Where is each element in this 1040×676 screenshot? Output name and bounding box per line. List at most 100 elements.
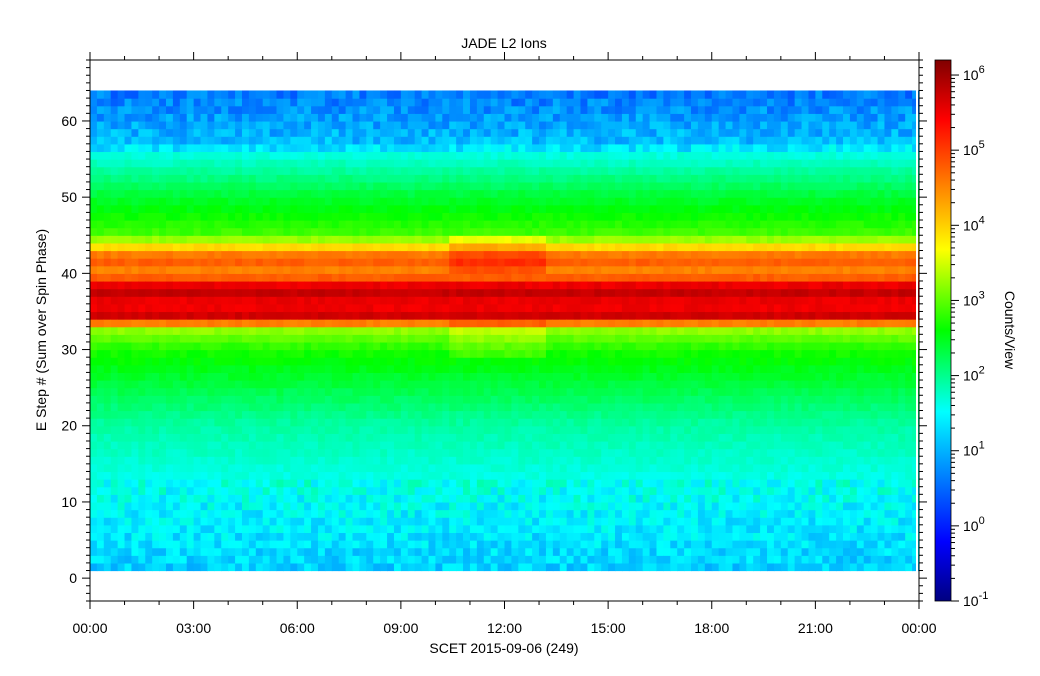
heatmap-cell	[145, 166, 153, 175]
heatmap-cell	[552, 220, 561, 229]
heatmap-cell	[241, 235, 250, 244]
heatmap-cell	[559, 174, 568, 183]
heatmap-cell	[559, 204, 568, 213]
heatmap-cell	[241, 227, 250, 236]
heatmap-cell	[145, 235, 153, 244]
heatmap-cell	[276, 250, 284, 259]
heatmap-cell	[428, 120, 436, 130]
heatmap-cell	[532, 440, 540, 450]
heatmap-cell	[214, 509, 222, 518]
heatmap-cell	[110, 303, 119, 313]
heatmap-cell	[283, 509, 291, 518]
heatmap-cell	[628, 501, 637, 511]
heatmap-cell	[601, 494, 609, 503]
heatmap-cell	[331, 174, 340, 183]
heatmap-cell	[241, 159, 250, 168]
heatmap-cell	[601, 509, 609, 518]
heatmap-cell	[221, 524, 229, 534]
heatmap-cell	[276, 433, 284, 442]
heatmap-cell	[228, 517, 236, 526]
heatmap-cell	[304, 395, 312, 404]
heatmap-cell	[421, 288, 430, 297]
heatmap-cell	[414, 517, 423, 526]
heatmap-cell	[490, 540, 499, 549]
heatmap-cell	[138, 296, 146, 305]
heatmap-cell	[463, 433, 471, 442]
heatmap-cell	[304, 334, 312, 343]
heatmap-cell	[573, 494, 582, 503]
heatmap-cell	[608, 273, 616, 282]
heatmap-cell	[283, 524, 291, 534]
heatmap-cell	[497, 562, 506, 572]
heatmap-cell	[594, 402, 602, 412]
heatmap-cell	[331, 212, 340, 221]
heatmap-cell	[483, 250, 492, 259]
heatmap-cell	[304, 105, 312, 114]
heatmap-cell	[186, 273, 195, 282]
heatmap-cell	[497, 440, 506, 450]
heatmap-cell	[373, 319, 381, 328]
heatmap-cell	[165, 463, 174, 473]
heatmap-cell	[601, 143, 609, 153]
heatmap-cell	[476, 387, 485, 396]
heatmap-cell	[601, 532, 609, 541]
heatmap-cell	[601, 280, 609, 290]
heatmap-cell	[331, 509, 340, 518]
heatmap-cell	[235, 273, 243, 282]
heatmap-cell	[359, 227, 367, 236]
heatmap-cell	[172, 440, 181, 450]
heatmap-cell	[221, 402, 229, 412]
heatmap-cell	[545, 250, 554, 259]
heatmap-cell	[283, 562, 291, 572]
heatmap-cell	[235, 440, 243, 450]
heatmap-cell	[200, 486, 209, 495]
heatmap-cell	[435, 380, 443, 389]
heatmap-cell	[525, 242, 533, 252]
heatmap-cell	[469, 159, 478, 168]
heatmap-cell	[172, 433, 181, 442]
heatmap-cell	[221, 273, 229, 282]
heatmap-cell	[463, 562, 471, 572]
heatmap-cell	[152, 189, 160, 198]
heatmap-cell	[435, 242, 443, 252]
heatmap-cell	[601, 128, 609, 137]
heatmap-cell	[435, 341, 443, 351]
heatmap-cell	[117, 509, 126, 518]
heatmap-cell	[476, 250, 485, 259]
heatmap-cell	[463, 273, 471, 282]
heatmap-cell	[317, 364, 326, 374]
heatmap-cell	[317, 227, 326, 236]
heatmap-cell	[387, 425, 395, 434]
heatmap-cell	[373, 532, 381, 541]
heatmap-cell	[497, 227, 506, 236]
heatmap-cell	[338, 486, 347, 495]
heatmap-cell	[103, 387, 112, 396]
heatmap-cell	[615, 501, 623, 511]
heatmap-cell	[525, 303, 533, 313]
heatmap-cell	[414, 524, 423, 534]
heatmap-cell	[428, 113, 436, 122]
heatmap-cell	[103, 273, 112, 282]
heatmap-cell	[511, 90, 519, 99]
heatmap-cell	[338, 501, 347, 511]
heatmap-cell	[103, 380, 112, 389]
heatmap-cell	[297, 448, 305, 457]
heatmap-cell	[435, 326, 443, 335]
heatmap-cell	[235, 456, 243, 465]
heatmap-cell	[172, 425, 181, 434]
heatmap-cell	[311, 181, 319, 191]
heatmap-cell	[138, 235, 146, 244]
heatmap-cell	[435, 143, 443, 153]
heatmap-cell	[400, 319, 409, 328]
heatmap-cell	[207, 319, 215, 328]
heatmap-cell	[628, 486, 637, 495]
heatmap-cell	[311, 456, 319, 465]
heatmap-cell	[131, 395, 139, 404]
heatmap-cell	[628, 479, 637, 488]
heatmap-cell	[400, 448, 409, 457]
heatmap-cell	[628, 517, 637, 526]
heatmap-cell	[214, 265, 222, 274]
heatmap-cell	[241, 562, 250, 572]
heatmap-cell	[601, 288, 609, 297]
heatmap-cell	[214, 189, 222, 198]
